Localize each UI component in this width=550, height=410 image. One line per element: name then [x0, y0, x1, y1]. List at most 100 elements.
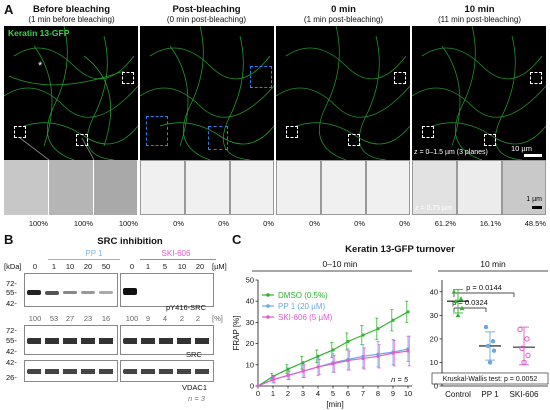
micrograph-10min: 10 µm z = 0–1.5 µm (3 planes): [412, 26, 546, 160]
zoom-percent: 61.2%: [434, 219, 456, 228]
data-point: [519, 345, 525, 352]
data-point: [346, 358, 350, 363]
zoom-percent: 100%: [118, 219, 138, 228]
data-point: [406, 349, 410, 353]
data-point: [361, 333, 365, 337]
x-tick-label: 7: [361, 389, 365, 398]
lane-label: 10: [65, 262, 75, 271]
micrograph-post: [140, 26, 274, 160]
band: [123, 288, 137, 295]
zoom-tile: [140, 160, 185, 215]
micrograph-0min: [276, 26, 410, 160]
category-label: PP 1: [481, 390, 499, 399]
x-tick-label: 9: [391, 389, 395, 398]
legend-dmso: DMSO (0.5%): [278, 291, 328, 300]
zoom-percent: 0%: [218, 219, 229, 228]
scalebar-zoom: [532, 206, 542, 209]
data-point: [517, 326, 523, 333]
stats-label: Kruskal-Wallis test: p = 0.0052: [443, 376, 538, 383]
roi-box: [394, 72, 406, 84]
asterisk: *: [38, 60, 43, 72]
mw-marker: 42-: [6, 299, 17, 308]
band-row: [27, 338, 115, 344]
band-row: [123, 338, 211, 344]
keratin-texture: [4, 26, 138, 160]
quant-unit: [%]: [212, 314, 223, 323]
roi-box: [122, 72, 134, 84]
col-title: Post-bleaching: [172, 4, 241, 15]
quant: 27: [65, 314, 75, 323]
left-header: 0–10 min: [323, 259, 358, 269]
micrograph-before: Keratin 13-GFP *: [4, 26, 138, 160]
quant: 53: [49, 314, 59, 323]
x-tick-label: 6: [346, 389, 350, 398]
y-tick-label: 30: [246, 318, 254, 327]
zoom-tile: [230, 160, 274, 215]
blot-src-left: [24, 325, 118, 355]
quant: 100: [125, 314, 139, 323]
lane-label: 20: [195, 262, 205, 271]
panel-b-letter: B: [4, 232, 14, 247]
x-tick-label: 2: [286, 389, 290, 398]
y-tick-label: 0: [250, 382, 254, 391]
y-tick-label: 10: [246, 360, 254, 369]
quant: 100: [28, 314, 42, 323]
data-point: [316, 354, 320, 358]
keratin-texture: [276, 26, 410, 160]
y-tick-label: 40: [430, 287, 438, 296]
roi-box: [484, 134, 496, 146]
zoom-percent: 100%: [28, 219, 48, 228]
data-point: [331, 362, 335, 366]
band: [45, 291, 59, 295]
group-line-pp1: [48, 259, 120, 260]
col-subtitle: (0 min post-bleaching): [166, 15, 247, 24]
data-point: [391, 351, 395, 355]
data-point: [316, 365, 320, 369]
marker-label: Keratin 13-GFP: [8, 28, 70, 38]
legend-ski606: SKI-606 (5 µM): [278, 313, 333, 322]
zoom-tile: [457, 160, 502, 215]
group-label-ski606: SKI-606: [161, 249, 191, 258]
roi-box: [76, 134, 88, 146]
panel-c-title: Keratin 13-GFP turnover: [345, 244, 455, 255]
x-tick-label: 0: [256, 389, 260, 398]
zoom-tile: [321, 160, 366, 215]
band: [63, 291, 77, 294]
zoom-connectors: [19, 137, 95, 161]
y-tick-label: 20: [430, 334, 438, 343]
blot-pY416-left: [24, 273, 118, 307]
kda-unit: [kDa]: [4, 262, 22, 271]
lane-label: 0: [32, 262, 38, 271]
data-point: [483, 324, 489, 330]
zoom-percent: 0%: [309, 219, 320, 228]
data-point: [286, 367, 290, 371]
data-point: [301, 361, 305, 365]
zoom-strip-0min: [276, 160, 410, 215]
group-line-ski606: [140, 259, 216, 260]
mw-marker: 42-: [6, 347, 17, 356]
lane-label: 1: [51, 262, 57, 271]
lane-label: 5: [162, 262, 168, 271]
y-tick-label: 40: [246, 297, 254, 306]
scalebar-label-zoom: 1 µm: [526, 196, 542, 203]
quant: 2: [195, 314, 201, 323]
x-tick-label: 1: [271, 389, 275, 398]
zoom-tile: [366, 160, 410, 215]
quant: 2: [179, 314, 185, 323]
blot-label: SRC: [186, 350, 202, 359]
line-chart: FRAP [%] [min] n = 5 DMSO (0.5%) PP 1 (2…: [232, 280, 412, 409]
blot-label: pY416-SRC: [166, 303, 207, 312]
quant: 9: [145, 314, 151, 323]
roi-box: [348, 134, 360, 146]
blot-vdac-right: [120, 360, 214, 382]
y-axis-label: FRAP [%]: [232, 316, 241, 351]
data-point: [453, 298, 459, 303]
band-row: [123, 369, 211, 374]
blot-src-right: [120, 325, 214, 355]
zoom-tile: [94, 160, 138, 215]
x-axis-label: [min]: [326, 400, 343, 409]
panel-b-title: SRC inhibition: [97, 236, 163, 247]
legend-pp1: PP 1 (20 µM): [278, 302, 325, 311]
lane-label: 0: [129, 262, 135, 271]
